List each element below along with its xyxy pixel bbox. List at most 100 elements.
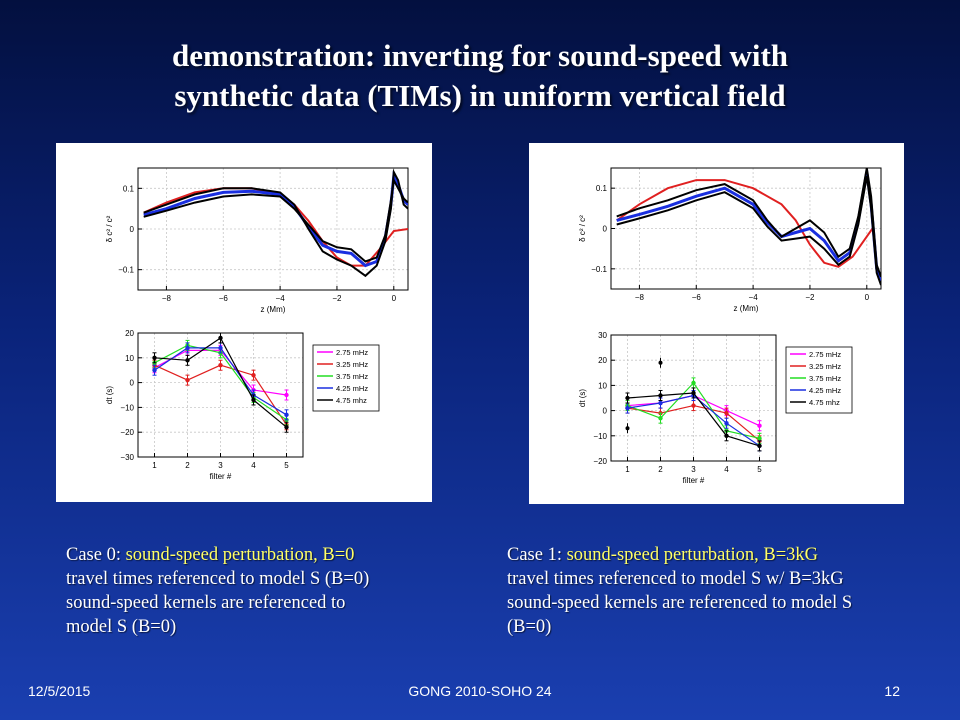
y-tick-label: 30 <box>598 331 607 340</box>
x-axis-label: filter # <box>683 476 705 485</box>
caption-case-1-line-3: sound-speed kernels are referenced to mo… <box>507 593 853 613</box>
data-point <box>691 380 696 386</box>
y-tick-label: −30 <box>120 453 134 462</box>
y-axis-label: dt (s) <box>578 389 587 408</box>
x-tick-label: −8 <box>635 293 645 302</box>
data-point <box>757 443 762 449</box>
series-line-black-3 <box>143 177 408 263</box>
y-axis-label: δ c² / c² <box>105 215 114 242</box>
legend-label: 4.25 mHz <box>809 386 841 395</box>
legend-label: 3.75 mHz <box>809 374 841 383</box>
data-point <box>724 433 729 438</box>
series-group <box>152 333 289 433</box>
data-point <box>185 345 190 351</box>
series-line-blue-1 <box>143 170 408 268</box>
figure-case-1: −8 −6 −4 −2 0 0.1 0 −0.1 z (Mm) δ c² / c² 1 2 3 4 5 30 2… <box>529 143 904 504</box>
legend-label: 4.75 mhz <box>809 398 840 407</box>
y-tick-label: −20 <box>593 457 607 466</box>
case-1-label: Case 1: <box>507 545 567 565</box>
y-tick-label: −10 <box>593 432 607 441</box>
footer-date: 12/5/2015 <box>28 683 91 699</box>
legend-label: 2.75 mHz <box>809 350 841 359</box>
slide-title: demonstration: inverting for sound-speed… <box>40 36 920 116</box>
legend-label: 4.25 mHz <box>336 384 368 393</box>
y-tick-label: 0.1 <box>123 184 135 193</box>
caption-case-0-line-3: sound-speed kernels are referenced to <box>66 593 346 613</box>
y-tick-label: 0.1 <box>596 184 608 193</box>
x-tick-label: 0 <box>865 293 870 302</box>
x-tick-label: −2 <box>332 294 342 303</box>
outlier-point <box>625 426 630 431</box>
outlier-point <box>658 360 663 365</box>
series-line-red-0 <box>616 179 874 268</box>
y-tick-label: 0 <box>130 379 135 388</box>
y-tick-label: 20 <box>125 329 134 338</box>
data-point <box>251 397 256 403</box>
x-tick-label: 1 <box>152 461 157 470</box>
data-point <box>218 363 223 368</box>
data-point <box>691 403 696 408</box>
y-tick-label: 0 <box>130 225 135 234</box>
caption-case-1-line-4: (B=0) <box>507 617 552 637</box>
x-tick-label: −2 <box>805 293 815 302</box>
data-point <box>757 436 762 441</box>
case-1-highlight: sound-speed perturbation, B=3kG <box>566 545 819 565</box>
data-point <box>625 395 630 401</box>
x-tick-label: 5 <box>757 465 762 474</box>
x-tick-label: 3 <box>691 465 696 474</box>
caption-case-0-line-1: Case 0: sound-speed perturbation, B=0 <box>66 543 466 567</box>
data-point <box>185 358 190 363</box>
data-point <box>284 412 289 418</box>
legend-label: 2.75 mHz <box>336 348 368 357</box>
caption-case-0-line-2: travel times referenced to model S (B=0) <box>66 569 370 589</box>
data-point <box>724 410 729 416</box>
data-point <box>284 392 289 398</box>
y-tick-label: −10 <box>120 403 134 412</box>
figure-case-0-svg: −8 −6 −4 −2 00.10−0.1z (Mm)δ c² / c²1 2 3 4 5201… <box>105 167 409 481</box>
y-tick-label: 10 <box>598 381 607 390</box>
x-tick-label: −6 <box>692 293 702 302</box>
legend-label: 3.25 mHz <box>809 362 841 371</box>
chart-right-top: −8 −6 −4 −2 0 0.1 0 −0.1 z (Mm) δ c² / c² <box>578 167 882 313</box>
x-tick-label: 2 <box>658 465 663 474</box>
legend-label: 3.75 mHz <box>336 372 368 381</box>
caption-case-0-line-4: model S (B=0) <box>66 617 177 637</box>
case-0-label: Case 0: <box>66 545 126 565</box>
caption-case-1: Case 1: sound-speed perturbation, B=3kG … <box>507 543 947 639</box>
legend-label: 3.25 mHz <box>336 360 368 369</box>
x-tick-label: 5 <box>284 461 289 470</box>
series-line-black-2 <box>616 168 881 278</box>
y-axis-label: dt (s) <box>105 386 114 405</box>
data-point <box>724 421 729 426</box>
title-line-2: synthetic data (TIMs) in uniform vertica… <box>174 78 786 113</box>
y-tick-label: 20 <box>598 356 607 365</box>
series-line-black-3 <box>616 175 881 286</box>
x-axis-label: filter # <box>210 472 232 481</box>
caption-case-1-line-2: travel times referenced to model S w/ B=… <box>507 569 844 589</box>
data-point <box>625 405 630 411</box>
x-axis-label: z (Mm) <box>734 304 759 313</box>
data-point <box>658 415 663 421</box>
case-0-highlight: sound-speed perturbation, B=0 <box>125 545 355 565</box>
x-tick-label: 0 <box>392 294 397 303</box>
legend-label: 4.75 mhz <box>336 396 367 405</box>
y-tick-label: 0 <box>603 407 608 416</box>
data-point <box>218 335 223 341</box>
y-tick-label: −0.1 <box>118 266 134 275</box>
data-point <box>658 400 663 406</box>
caption-case-0: Case 0: sound-speed perturbation, B=0 tr… <box>66 543 466 639</box>
data-point <box>185 377 190 383</box>
footer-page-number: 12 <box>884 683 900 699</box>
series-group <box>143 168 408 278</box>
data-point <box>284 425 289 430</box>
data-point <box>757 423 762 428</box>
series-line-red-0 <box>143 187 408 267</box>
chart-right-bottom: 1 2 3 4 5 30 20 10 0 −10 −20 filter # dt (s) 2.75 mHz… <box>578 331 853 485</box>
data-point <box>658 393 663 398</box>
x-tick-label: 1 <box>625 465 630 474</box>
series-group <box>616 168 881 286</box>
x-tick-label: 4 <box>251 461 256 470</box>
chart-left-bottom: 1 2 3 4 5 20 10 0 −10 −20 −30 filter # dt (s) 2.75 mH… <box>105 329 380 481</box>
footer-title: GONG 2010-SOHO 24 <box>408 683 552 699</box>
y-tick-label: −20 <box>120 428 134 437</box>
